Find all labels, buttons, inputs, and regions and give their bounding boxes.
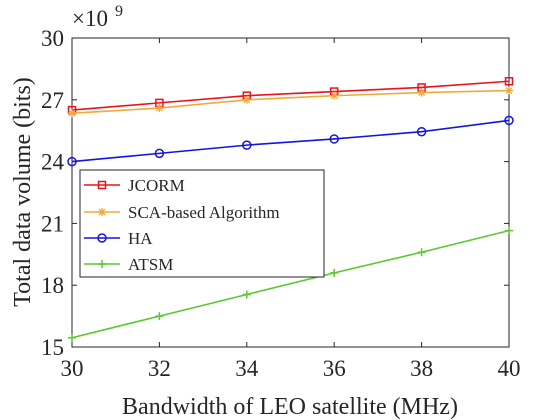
data-point: [505, 226, 513, 235]
x-tick-label: 34: [235, 356, 259, 381]
data-point: [504, 77, 514, 86]
data-point: [242, 140, 252, 150]
y-exponent-power: 9: [115, 3, 123, 20]
data-point: [154, 148, 165, 159]
x-tick-label: 30: [61, 356, 84, 381]
y-tick-label: 30: [41, 26, 64, 51]
y-exponent-base: ×10: [72, 6, 108, 31]
legend-label: SCA-based Algorithm: [128, 203, 280, 222]
series-sca-based-algorithm: [68, 86, 513, 118]
y-tick-label: 15: [41, 335, 64, 360]
x-tick-label: 32: [148, 356, 171, 381]
data-point: [98, 208, 106, 216]
data-point: [416, 126, 427, 137]
series-line: [71, 229, 510, 339]
data-point: [330, 268, 339, 277]
y-tick-label: 27: [41, 88, 64, 113]
data-point: [155, 104, 164, 113]
legend-item: HA: [84, 229, 153, 248]
data-point: [417, 248, 426, 257]
legend-item: ATSM: [84, 255, 173, 274]
data-point: [68, 333, 76, 342]
series-line: [71, 89, 510, 114]
y-tick-label: 24: [41, 150, 65, 175]
series-ha: [67, 115, 514, 167]
data-point: [504, 115, 514, 126]
x-tick-label: 36: [323, 356, 346, 381]
legend-box: [79, 169, 325, 278]
data-point: [242, 290, 251, 299]
x-axis-label: Bandwidth of LEO satellite (MHz): [122, 394, 458, 420]
data-point: [242, 95, 251, 104]
x-tick-label: 40: [498, 356, 521, 381]
legend-label: JCORM: [128, 176, 185, 195]
series-layer: [67, 77, 514, 342]
y-axis-label: Total data volume (bits): [10, 77, 36, 307]
data-point: [67, 156, 77, 167]
series-atsm: [68, 226, 513, 342]
data-point: [97, 180, 107, 190]
data-point: [330, 91, 339, 100]
data-point: [155, 312, 164, 321]
x-tick-label: 38: [410, 356, 433, 381]
legend-label: ATSM: [128, 255, 173, 274]
data-point: [505, 86, 513, 95]
series-line: [71, 80, 510, 111]
data-point: [68, 109, 76, 118]
data-point: [97, 233, 107, 243]
legend-label: HA: [128, 229, 153, 248]
axis-ticks: 30 32 34 36 38 40 15 18 21 24 27 30: [41, 26, 521, 381]
legend-item: SCA-based Algorithm: [84, 203, 280, 222]
y-tick-label: 18: [41, 273, 64, 298]
legend: JCORM SCA-based Algorithm HA ATSM: [79, 169, 325, 278]
y-tick-label: 21: [41, 211, 64, 236]
data-point: [417, 88, 426, 97]
legend-item: JCORM: [84, 176, 185, 195]
series-line: [71, 119, 510, 163]
data-point: [329, 134, 339, 144]
data-point: [98, 260, 106, 268]
